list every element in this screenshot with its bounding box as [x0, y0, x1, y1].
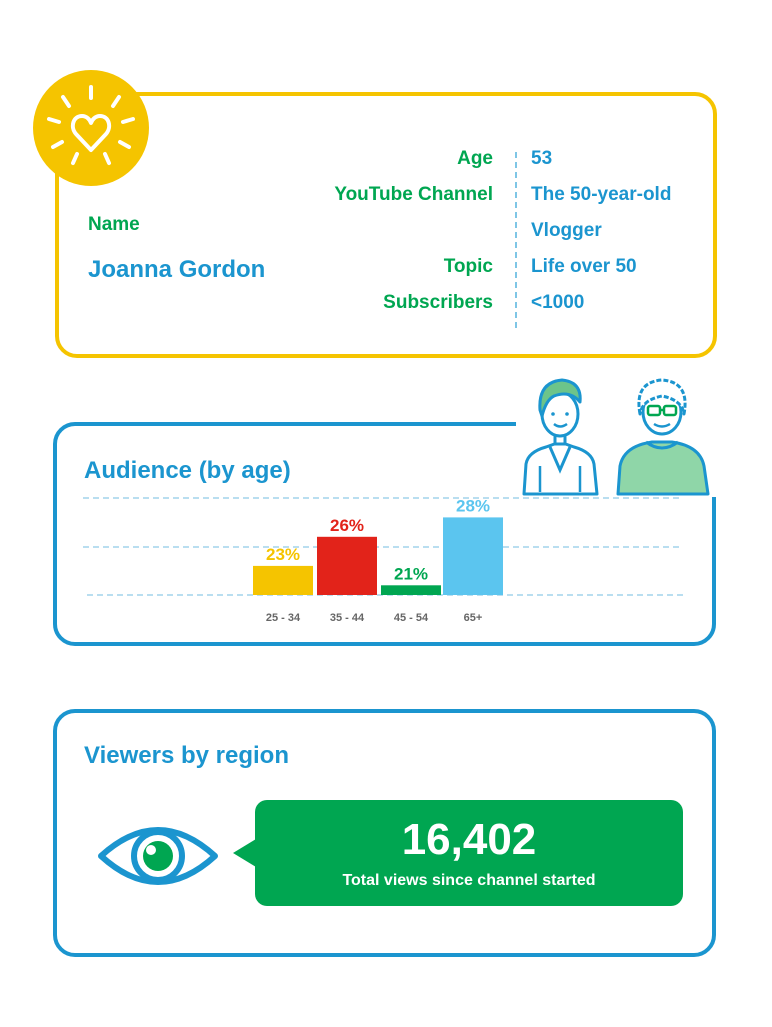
subscribers-label: Subscribers — [383, 292, 493, 313]
bar-value-label: 21% — [394, 564, 428, 583]
older-woman-figure — [616, 378, 710, 496]
topic-value: Life over 50 — [531, 256, 637, 277]
category-label: 25 - 34 — [266, 612, 301, 624]
audience-age-chart: 23% 26% 21% 28% 25 - 34 35 - 44 45 - 54 65+ — [83, 496, 683, 624]
young-woman-figure — [522, 378, 599, 496]
total-views-box — [255, 800, 683, 906]
subscribers-value: <1000 — [531, 292, 585, 313]
bar-value-label: 23% — [266, 545, 300, 564]
region-title: Viewers by region — [84, 742, 289, 769]
total-views-value: 16,402 — [401, 815, 537, 864]
category-label: 45 - 54 — [394, 612, 429, 624]
name-label: Name — [88, 214, 140, 235]
bar-45-54 — [381, 585, 441, 595]
profile-divider — [515, 152, 517, 328]
profile-card — [55, 92, 717, 358]
chart-grid — [83, 497, 683, 596]
bar-value-label: 28% — [456, 496, 490, 515]
eye-icon — [98, 827, 218, 885]
two-women-illustration — [516, 378, 722, 497]
heart-sun-icon — [33, 70, 149, 186]
total-views-caption: Total views since channel started — [342, 872, 596, 889]
age-value: 53 — [531, 148, 553, 169]
age-label: Age — [457, 148, 493, 169]
topic-label: Topic — [443, 256, 493, 277]
channel-value-line2: Vlogger — [531, 220, 602, 241]
audience-card — [53, 422, 716, 646]
bar-25-34 — [253, 565, 313, 595]
name-value: Joanna Gordon — [88, 256, 266, 283]
category-label: 35 - 44 — [330, 612, 365, 624]
channel-label: YouTube Channel — [334, 184, 493, 205]
bar-value-label: 26% — [330, 516, 364, 535]
category-label: 65+ — [464, 612, 483, 624]
views-box-pointer — [233, 839, 256, 867]
audience-title: Audience (by age) — [84, 457, 291, 484]
bar-65+ — [443, 517, 503, 595]
channel-value-line1: The 50-year-old — [531, 184, 672, 205]
bar-35-44 — [317, 536, 377, 595]
